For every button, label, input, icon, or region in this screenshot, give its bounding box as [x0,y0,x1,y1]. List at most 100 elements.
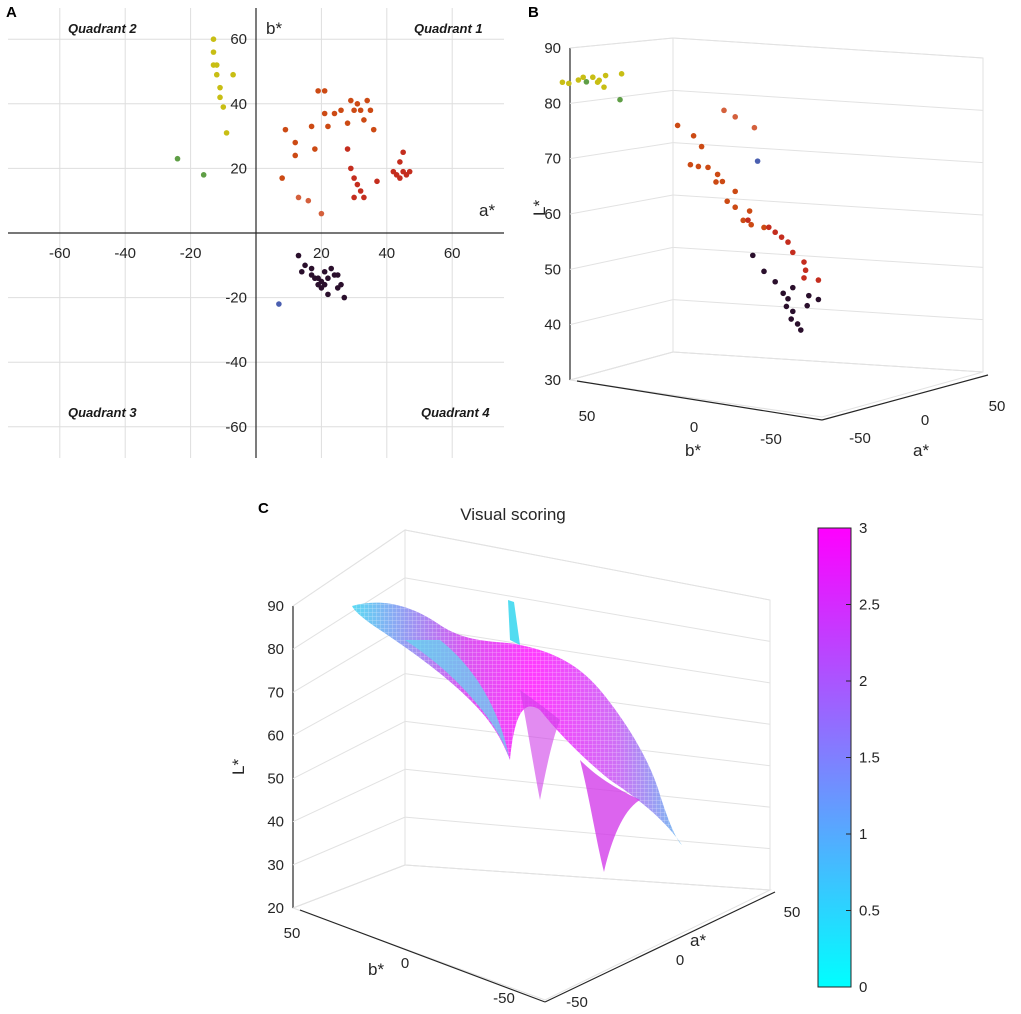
a-point-dark-purple [308,265,315,272]
c-ztick-label: 50 [267,771,284,788]
a-point-orange [357,107,364,114]
a-point-orange [338,107,344,114]
a-point-orange [351,107,357,114]
a-point-orange [279,175,285,181]
a-ytick-label: 40 [230,96,247,113]
b-point [761,268,767,275]
c-ylabel: a* [690,931,706,950]
b-point [772,278,778,285]
b-zgrid-line [569,142,674,160]
b-point [766,224,772,231]
b-xlabel: b* [685,441,701,460]
a-point-red [357,188,364,194]
b-zgrid-line [672,194,984,216]
b-point [745,217,751,223]
c-zgrid-line [404,529,771,601]
b-point [804,302,810,309]
b-point [798,327,804,333]
c-ytick-50: 50 [784,904,801,921]
c-ztick-label: 90 [267,598,284,615]
c-xtick-50: 50 [284,925,301,942]
c-zgrid-line [292,864,406,909]
b-point [815,277,822,283]
a-point-yellow [210,36,217,42]
b-point [785,295,791,302]
c-zgrid-line [292,768,406,823]
a-ytick-label: 20 [230,160,247,177]
b-point [721,107,727,114]
a-point-yellow [230,71,236,78]
b-zgrid-line [569,37,674,49]
b-point [754,158,761,164]
panel-b-zticks: 30 40 50 60 70 80 90 [544,40,561,389]
b-point [713,179,719,185]
c-zgrid-line [292,673,406,736]
a-point-yellow [220,104,227,110]
b-point [788,316,794,322]
a-point-orange [312,146,318,152]
a-point-dark-purple [295,252,302,259]
a-xlabel: a* [479,201,495,220]
a-point-yellow [213,71,220,78]
panel-a: A -60 -40 -20 20 40 60 60 40 20 -20 -40 -60 a* b* Q… [6,4,504,458]
c-ztick-label: 40 [267,814,284,831]
a-point-orange [344,120,351,126]
panel-b-grid [569,37,984,381]
a-ytick-label: -40 [225,354,247,371]
c-zgrid-line [404,577,771,642]
b-zgrid-line [672,142,984,164]
b-ytick-neg50: -50 [849,430,871,447]
b-point [698,143,705,150]
b-point [732,204,738,211]
b-point [695,163,702,170]
b-xtick-neg50: -50 [760,431,782,448]
a-point-red [351,194,357,201]
colorbar-ticks: 0 0.5 1 1.5 2 2.5 3 [846,520,880,996]
b-point [687,161,694,168]
b-point [790,284,796,291]
panel-c-zticks: 20 30 40 50 60 70 80 90 [267,598,284,917]
b-point [601,84,607,90]
colorbar-tick-label: 0.5 [859,903,880,920]
a-point-blue [276,301,282,307]
b-zgrid-line [672,351,984,373]
a-point-dark-purple [325,291,331,298]
a-point-salmon [318,210,325,217]
a-ytick-label: -60 [225,419,247,436]
b-ztick-label: 60 [544,206,561,223]
a-point-dark-purple [321,281,328,288]
a-point-red [361,194,367,201]
a-point-dark-purple [302,262,308,269]
b-point [751,124,758,131]
quadrant-2-label: Quadrant 2 [68,21,137,36]
c-xlabel: b* [368,960,384,979]
a-point-orange [315,88,321,94]
panel-label-b: B [528,4,539,21]
a-point-orange [364,97,370,104]
b-ztick-label: 80 [544,95,561,112]
a-point-red [406,168,413,175]
b-point [583,79,590,85]
b-point [772,229,778,236]
b-zgrid-line [672,89,984,111]
b-point [559,79,566,86]
a-point-orange [321,88,328,94]
b-ztick-label: 50 [544,261,561,278]
a-point-red [344,146,351,152]
a-xtick-label: -20 [180,245,202,262]
b-point [618,71,625,77]
a-point-orange [308,123,315,130]
c-zgrid-line [404,625,771,684]
c-zgrid-line [292,577,406,650]
a-point-yellow [223,130,230,136]
b-point [785,239,791,245]
c-zgrid-line [292,816,406,866]
a-point-orange [361,117,367,123]
panel-label-c: C [258,500,269,517]
c-title: Visual scoring [460,505,566,524]
a-xtick-label: 40 [378,245,395,262]
b-point [674,122,681,129]
b-ztick-label: 30 [544,372,561,389]
c-ztick-label: 30 [267,857,284,874]
